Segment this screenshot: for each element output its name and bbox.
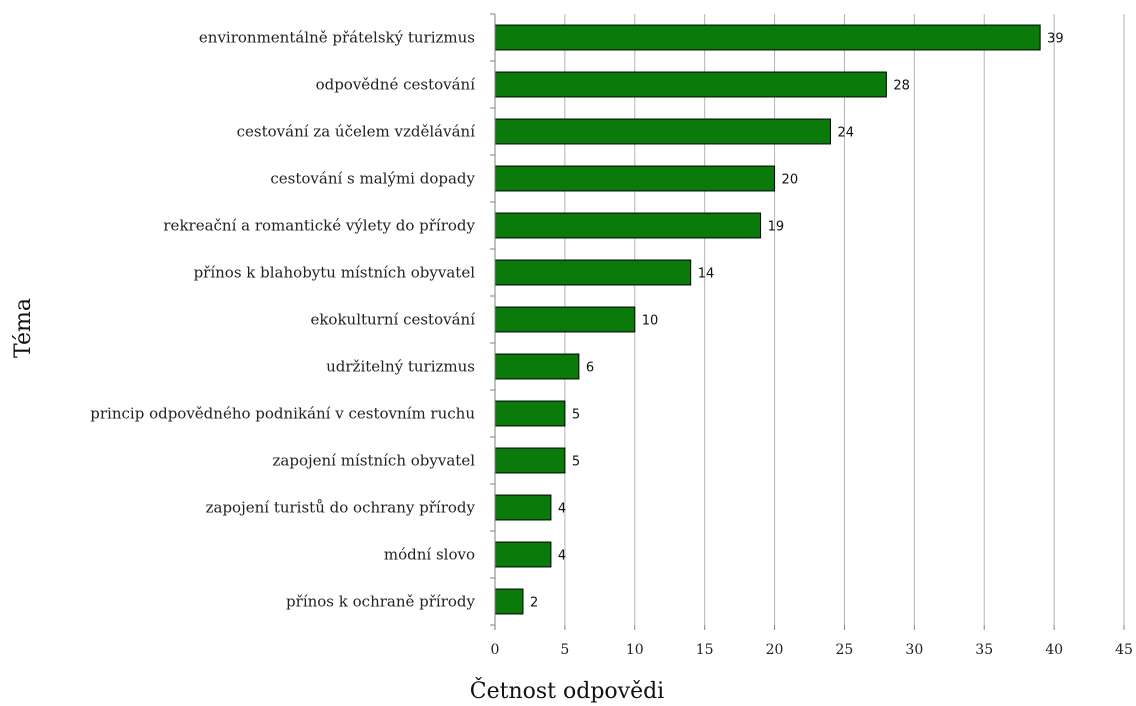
data-label: 4 (558, 502, 566, 517)
x-tick-label: 10 (626, 642, 644, 658)
x-tick-label: 45 (1115, 642, 1133, 658)
data-label: 5 (572, 455, 580, 470)
bar (494, 259, 692, 286)
x-tick-label: 20 (766, 642, 784, 658)
data-label: 39 (1047, 32, 1064, 47)
x-tick-label: 25 (836, 642, 854, 658)
data-label: 19 (768, 220, 785, 235)
category-label: ekokulturní cestování (310, 311, 475, 329)
bar (494, 118, 831, 145)
bar (494, 541, 552, 568)
data-label: 14 (698, 267, 715, 282)
x-tick-label: 30 (905, 642, 923, 658)
data-label: 20 (782, 173, 799, 188)
bar (494, 212, 762, 239)
category-label: módní slovo (384, 546, 475, 564)
category-label: přínos k ochraně přírody (286, 593, 475, 611)
bar (494, 306, 636, 333)
category-label: cestování za účelem vzdělávání (237, 123, 476, 141)
bar (494, 588, 524, 615)
bar (494, 494, 552, 521)
data-label: 6 (586, 361, 594, 376)
category-label: udržitelný turizmus (326, 358, 475, 376)
data-label: 5 (572, 408, 580, 423)
data-label: 24 (837, 126, 854, 141)
data-label: 2 (530, 596, 538, 611)
bar (494, 24, 1041, 51)
x-tick-label: 35 (975, 642, 993, 658)
data-label: 28 (893, 79, 910, 94)
x-axis-title: Četnost odpovědi (470, 677, 664, 704)
category-label: zapojení místních obyvatel (273, 452, 476, 470)
grid-lines (564, 14, 1125, 625)
bars (494, 24, 1041, 615)
bar (494, 447, 566, 474)
y-axis-title: Téma (11, 298, 36, 358)
category-label: environmentálně přátelský turizmus (199, 29, 475, 47)
category-label: princip odpovědného podnikání v cestovní… (90, 405, 475, 423)
x-tick-label: 0 (491, 642, 500, 658)
category-label: zapojení turistů do ochrany přírody (206, 499, 476, 517)
x-tick-label: 15 (696, 642, 714, 658)
bar (494, 71, 887, 98)
x-tick-label: 40 (1045, 642, 1063, 658)
bar (494, 165, 776, 192)
x-tick-label: 5 (560, 642, 569, 658)
category-label: rekreační a romantické výlety do přírody (163, 217, 475, 235)
data-label: 10 (642, 314, 659, 329)
category-label: odpovědné cestování (316, 76, 476, 94)
axes (490, 13, 1125, 630)
bar (494, 353, 580, 380)
category-label: přínos k blahobytu místních obyvatel (194, 264, 476, 282)
data-label: 4 (558, 549, 566, 564)
category-label: cestování s malými dopady (270, 170, 475, 188)
bar (494, 400, 566, 427)
